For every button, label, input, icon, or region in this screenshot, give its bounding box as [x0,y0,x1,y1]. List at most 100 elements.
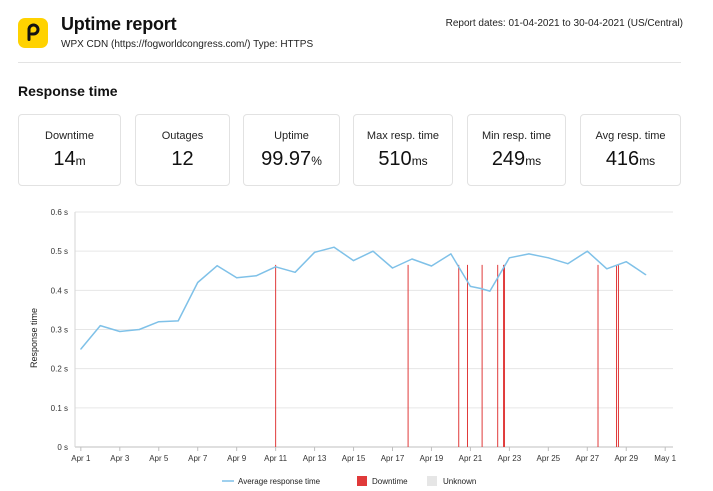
series-point [80,348,82,350]
series-point [528,253,530,255]
stat-card-uptime: Uptime 99.97% [243,114,340,186]
series-point [236,277,238,279]
stat-number: 510 [378,148,412,170]
stat-value: 12 [136,148,229,171]
series-point [586,250,588,252]
stat-number: 99.97 [261,148,312,170]
response-time-series [80,246,647,350]
x-tick-label: May 1 [654,454,676,463]
series-point [333,246,335,248]
series-point [294,271,296,273]
y-tick-label: 0.3 s [51,326,68,335]
series-point [567,263,569,265]
stat-unit: ms [525,154,542,168]
section-title: Response time [18,83,118,99]
response-time-chart: 0 s 0.1 s 0.2 s 0.3 s 0.4 s 0.5 s 0.6 s Apr 1 Ap… [29,208,677,486]
x-tick-label: Apr 1 [71,454,91,463]
y-tick-label: 0 s [57,443,68,452]
y-tick-label: 0.5 s [51,247,68,256]
series-point [119,330,121,333]
x-tick-label: Apr 21 [459,454,483,463]
series-point [508,257,510,259]
x-tick-label: Apr 7 [188,454,208,463]
x-tick-label: Apr 5 [149,454,169,463]
series-point [177,320,179,322]
series-point [197,281,199,284]
x-tick-label: Apr 19 [420,454,444,463]
stats-row: Downtime 14m Outages 12 Uptime 99.97% Ma… [18,114,681,186]
y-axis-label: Response time [29,308,39,368]
chart-axes: 0 s 0.1 s 0.2 s 0.3 s 0.4 s 0.5 s 0.6 s Apr 1 Ap… [51,208,677,463]
stat-label: Max resp. time [366,130,440,142]
series-point [430,265,433,267]
legend-label-unknown: Unknown [443,477,476,486]
page-subtitle: WPX CDN (https://fogworldcongress.com/) … [61,39,314,50]
y-tick-label: 0.4 s [51,286,68,295]
stat-label: Downtime [45,130,94,142]
stat-unit: ms [411,154,428,168]
series-point [99,324,101,327]
stat-unit: % [311,154,322,168]
x-tick-label: Apr 11 [264,454,288,463]
stat-unit: ms [639,154,656,168]
x-tick-label: Apr 9 [227,454,247,463]
stat-number: 249 [491,148,526,170]
series-point [313,251,316,253]
stat-value: 249ms [468,148,565,171]
series-point [645,274,647,276]
stat-label: Outages [161,130,204,142]
report-dates: Report dates: 01-04-2021 to 30-04-2021 (… [445,18,683,29]
y-tick-label: 0.1 s [51,404,68,413]
stat-value: 510ms [354,148,452,171]
legend-label-downtime: Downtime [372,477,408,486]
x-tick-label: Apr 23 [498,454,522,463]
stat-card-max-resp: Max resp. time 510ms [353,114,453,186]
series-point [479,287,481,289]
x-tick-label: Apr 17 [381,454,405,463]
x-tick-label: Apr 27 [576,454,600,463]
x-tick-label: Apr 3 [110,454,130,463]
series-point [352,259,355,262]
series-point [625,261,627,263]
series-point [275,266,277,268]
x-tick-label: Apr 13 [303,454,327,463]
series-line [80,246,647,350]
stat-card-downtime: Downtime 14m [18,114,121,186]
legend-label-response-time: Average response time [238,477,321,486]
series-point [489,290,491,292]
legend-swatch-unknown [427,476,437,486]
series-point [216,265,218,267]
series-point [450,253,452,255]
y-tick-label: 0.2 s [51,365,68,374]
stat-value: 14m [19,148,120,171]
series-point [158,321,160,323]
series-point [547,257,549,259]
chart-legend[interactable]: Average response time Downtime Unknown [222,476,476,486]
stat-label: Avg resp. time [595,130,666,142]
chart-grid [74,211,673,448]
legend-swatch-downtime [357,476,367,486]
stat-value: 416ms [581,148,680,171]
series-point [469,285,472,288]
stat-card-outages: Outages 12 [135,114,230,186]
series-point [138,328,140,331]
x-tick-label: Apr 29 [614,454,638,463]
stat-number: 14 [53,148,76,170]
stat-number: 416 [605,148,640,170]
x-tick-label: Apr 25 [537,454,561,463]
stat-card-min-resp: Min resp. time 249ms [467,114,566,186]
downtime-markers [275,264,619,447]
stat-label: Uptime [274,130,309,142]
y-tick-label: 0.6 s [51,208,68,217]
series-point [372,250,374,252]
stat-number: 12 [171,148,194,170]
stat-card-avg-resp: Avg resp. time 416ms [580,114,681,186]
series-point [255,275,257,277]
stat-unit: m [75,154,86,168]
header-divider [18,62,681,63]
series-point [606,268,608,270]
pingdom-logo-icon [18,18,48,48]
x-tick-label: Apr 15 [342,454,366,463]
page-title: Uptime report [61,14,177,34]
stat-value: 99.97% [244,148,339,171]
